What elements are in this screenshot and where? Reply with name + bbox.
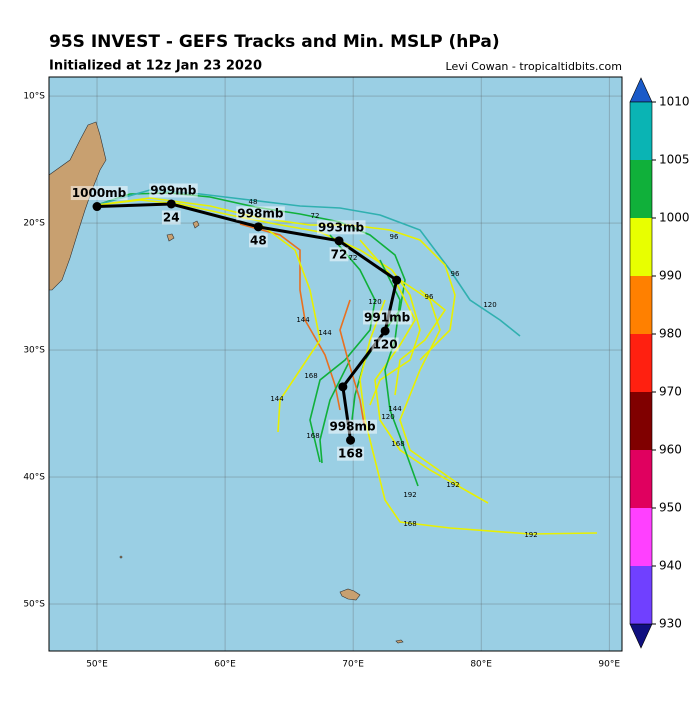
track-hour-labels: 48 72 72 96 96 96 120 120 144 144 144 16… bbox=[249, 198, 538, 539]
colorbar-label: 960 bbox=[659, 443, 682, 457]
label-box bbox=[328, 419, 378, 434]
ensemble-tracks bbox=[96, 189, 598, 535]
track-label: 192 bbox=[524, 531, 537, 539]
track-label: 120 bbox=[368, 298, 381, 306]
lat-label: 10°S bbox=[23, 92, 45, 102]
mean-track-line bbox=[96, 202, 399, 441]
ocean bbox=[49, 77, 622, 651]
colorbar-segment bbox=[630, 508, 652, 566]
title: 95S INVEST - GEFS Tracks and Min. MSLP (… bbox=[49, 32, 500, 52]
colorbar-under bbox=[629, 623, 653, 649]
lon-label: 70°E bbox=[342, 660, 364, 670]
mean-track-label: 991mb bbox=[364, 310, 411, 324]
mean-track-label: 998mb bbox=[237, 206, 284, 220]
track-label: 120 bbox=[381, 413, 394, 421]
label-box bbox=[316, 220, 366, 235]
label-box bbox=[329, 247, 349, 262]
colorbar-label: 1000 bbox=[659, 211, 690, 225]
mean-track-point bbox=[334, 236, 344, 246]
mean-track-label: 998mb bbox=[329, 420, 376, 434]
track-label: 192 bbox=[403, 491, 416, 499]
lat-label: 40°S bbox=[23, 473, 45, 483]
track-label: 72 bbox=[349, 254, 358, 262]
label-box bbox=[363, 310, 412, 325]
colorbar-segment bbox=[630, 566, 652, 624]
track-label: 168 bbox=[403, 520, 416, 528]
colorbar-label: 970 bbox=[659, 385, 682, 399]
track-label: 168 bbox=[306, 432, 319, 440]
track-label: 144 bbox=[270, 395, 284, 403]
track-label: 168 bbox=[304, 372, 317, 380]
lon-label: 90°E bbox=[598, 660, 620, 670]
colorbar-label: 1005 bbox=[659, 153, 690, 167]
map-frame bbox=[48, 76, 623, 652]
label-box bbox=[371, 337, 399, 352]
colorbar-segment bbox=[630, 392, 652, 450]
lon-label: 80°E bbox=[470, 660, 492, 670]
lat-label: 50°S bbox=[23, 600, 45, 610]
colorbar-segment bbox=[630, 102, 652, 160]
mean-track-point bbox=[380, 326, 390, 336]
colorbar-frame bbox=[629, 101, 653, 625]
mean-track-label: 168 bbox=[338, 447, 363, 461]
colorbar-segment bbox=[630, 160, 652, 218]
colorbar-segment bbox=[630, 334, 652, 392]
label-box bbox=[236, 206, 285, 221]
mean-track-label: 72 bbox=[331, 247, 348, 261]
track-label: 96 bbox=[451, 270, 460, 278]
colorbar-label: 980 bbox=[659, 327, 682, 341]
credit: Levi Cowan - tropicaltidbits.com bbox=[446, 60, 622, 73]
track-label: 144 bbox=[388, 405, 402, 413]
mean-track-point bbox=[92, 202, 102, 212]
label-box bbox=[249, 233, 268, 248]
colorbar-segment bbox=[630, 276, 652, 334]
lon-label: 60°E bbox=[214, 660, 236, 670]
mean-track-point bbox=[392, 275, 402, 285]
label-box bbox=[161, 210, 181, 225]
mean-track-label: 999mb bbox=[150, 183, 197, 197]
colorbar-label: 940 bbox=[659, 559, 682, 573]
colorbar-label: 990 bbox=[659, 269, 682, 283]
label-box bbox=[70, 186, 128, 201]
mean-track-label: 24 bbox=[163, 210, 180, 224]
track-label: 48 bbox=[249, 198, 258, 206]
land bbox=[49, 121, 404, 644]
track-label: 96 bbox=[390, 233, 399, 241]
mean-track-label: 1000mb bbox=[72, 186, 127, 200]
track-label: 168 bbox=[391, 440, 404, 448]
colorbar-label: 950 bbox=[659, 501, 682, 515]
colorbar-segment bbox=[630, 450, 652, 508]
track-label: 96 bbox=[425, 293, 434, 301]
mean-track-point bbox=[338, 382, 348, 392]
label-box bbox=[337, 446, 365, 461]
lon-label: 50°E bbox=[86, 660, 108, 670]
lat-label: 20°S bbox=[23, 219, 45, 229]
colorbar-label: 1010 bbox=[659, 95, 690, 109]
mean-track-label: 993mb bbox=[318, 220, 365, 234]
track-label: 192 bbox=[446, 481, 459, 489]
mean-track-label: 48 bbox=[250, 233, 267, 247]
mean-track-point bbox=[166, 199, 176, 209]
colorbar-label: 930 bbox=[659, 617, 682, 631]
track-label: 144 bbox=[296, 316, 310, 324]
track-label: 144 bbox=[318, 329, 332, 337]
subtitle: Initialized at 12z Jan 23 2020 bbox=[49, 59, 262, 74]
track-label: 72 bbox=[311, 212, 320, 220]
mean-track-label: 120 bbox=[373, 337, 398, 351]
label-box bbox=[149, 183, 198, 198]
mean-track-point bbox=[253, 222, 263, 232]
track-label: 120 bbox=[483, 301, 496, 309]
mean-track-point bbox=[346, 435, 356, 445]
colorbar: 1010 1005 1000 990 980 970 960 950 940 930 bbox=[629, 77, 690, 649]
graticule bbox=[49, 77, 622, 651]
lat-label: 30°S bbox=[23, 346, 45, 356]
colorbar-segment bbox=[630, 218, 652, 276]
colorbar-over bbox=[629, 77, 653, 103]
